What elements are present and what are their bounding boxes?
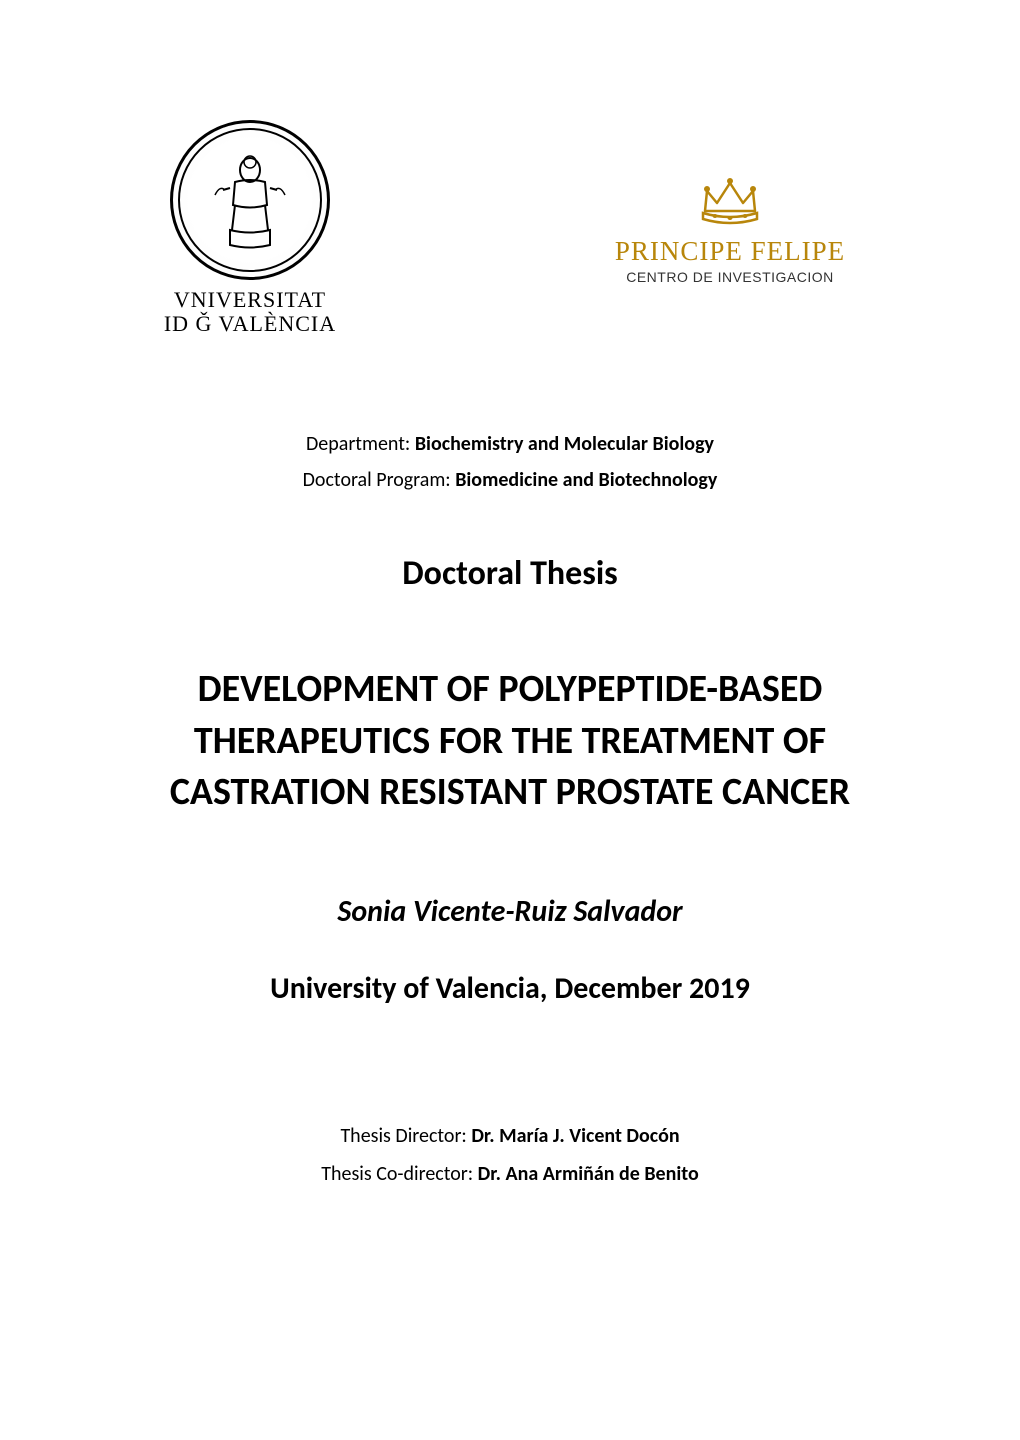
director-line: Thesis Director: Dr. María J. Vicent Doc… — [110, 1117, 910, 1155]
director-label: Thesis Director: — [340, 1124, 466, 1148]
program-label: Doctoral Program: — [303, 468, 451, 492]
logo-principe-felipe: PRINCIPE FELIPE CENTRO DE INVESTIGACION — [580, 171, 880, 285]
logo-universitat-valencia: VNIVERSITAT ID Ǧ VALÈNCIA — [140, 120, 360, 336]
cpf-name: PRINCIPE FELIPE — [615, 236, 845, 267]
department-line: Department: Biochemistry and Molecular B… — [110, 426, 910, 462]
department-value: Biochemistry and Molecular Biology — [415, 432, 714, 456]
title-line-2: THERAPEUTICS FOR THE TREATMENT OF — [120, 716, 900, 767]
codirector-label: Thesis Co-director: — [321, 1162, 473, 1186]
uv-wordmark: VNIVERSITAT ID Ǧ VALÈNCIA — [164, 288, 336, 336]
logo-row: VNIVERSITAT ID Ǧ VALÈNCIA PRINCIPE FELIP… — [110, 120, 910, 336]
directors-block: Thesis Director: Dr. María J. Vicent Doc… — [110, 1117, 910, 1193]
cpf-subtitle: CENTRO DE INVESTIGACION — [626, 269, 834, 285]
department-label: Department: — [306, 432, 410, 456]
codirector-line: Thesis Co-director: Dr. Ana Armiñán de B… — [110, 1155, 910, 1193]
doctoral-thesis-label: Doctoral Thesis — [110, 553, 910, 594]
codirector-name: Dr. Ana Armiñán de Benito — [478, 1162, 699, 1186]
program-value: Biomedicine and Biotechnology — [455, 468, 717, 492]
department-block: Department: Biochemistry and Molecular B… — [110, 426, 910, 498]
title-line-3: CASTRATION RESISTANT PROSTATE CANCER — [120, 767, 900, 818]
director-name: Dr. María J. Vicent Docón — [471, 1124, 679, 1148]
uv-wordmark-line2: ID Ǧ VALÈNCIA — [164, 312, 336, 336]
uv-seal-figure-icon — [205, 150, 295, 250]
program-line: Doctoral Program: Biomedicine and Biotec… — [110, 462, 910, 498]
uv-seal-icon — [170, 120, 330, 280]
author-name: Sonia Vicente-Ruiz Salvador — [110, 893, 910, 930]
title-line-1: DEVELOPMENT OF POLYPEPTIDE-BASED — [120, 664, 900, 715]
thesis-title: DEVELOPMENT OF POLYPEPTIDE-BASED THERAPE… — [110, 664, 910, 818]
university-and-date: University of Valencia, December 2019 — [110, 970, 910, 1007]
crown-icon — [695, 171, 765, 226]
uv-wordmark-line1: VNIVERSITAT — [164, 288, 336, 312]
